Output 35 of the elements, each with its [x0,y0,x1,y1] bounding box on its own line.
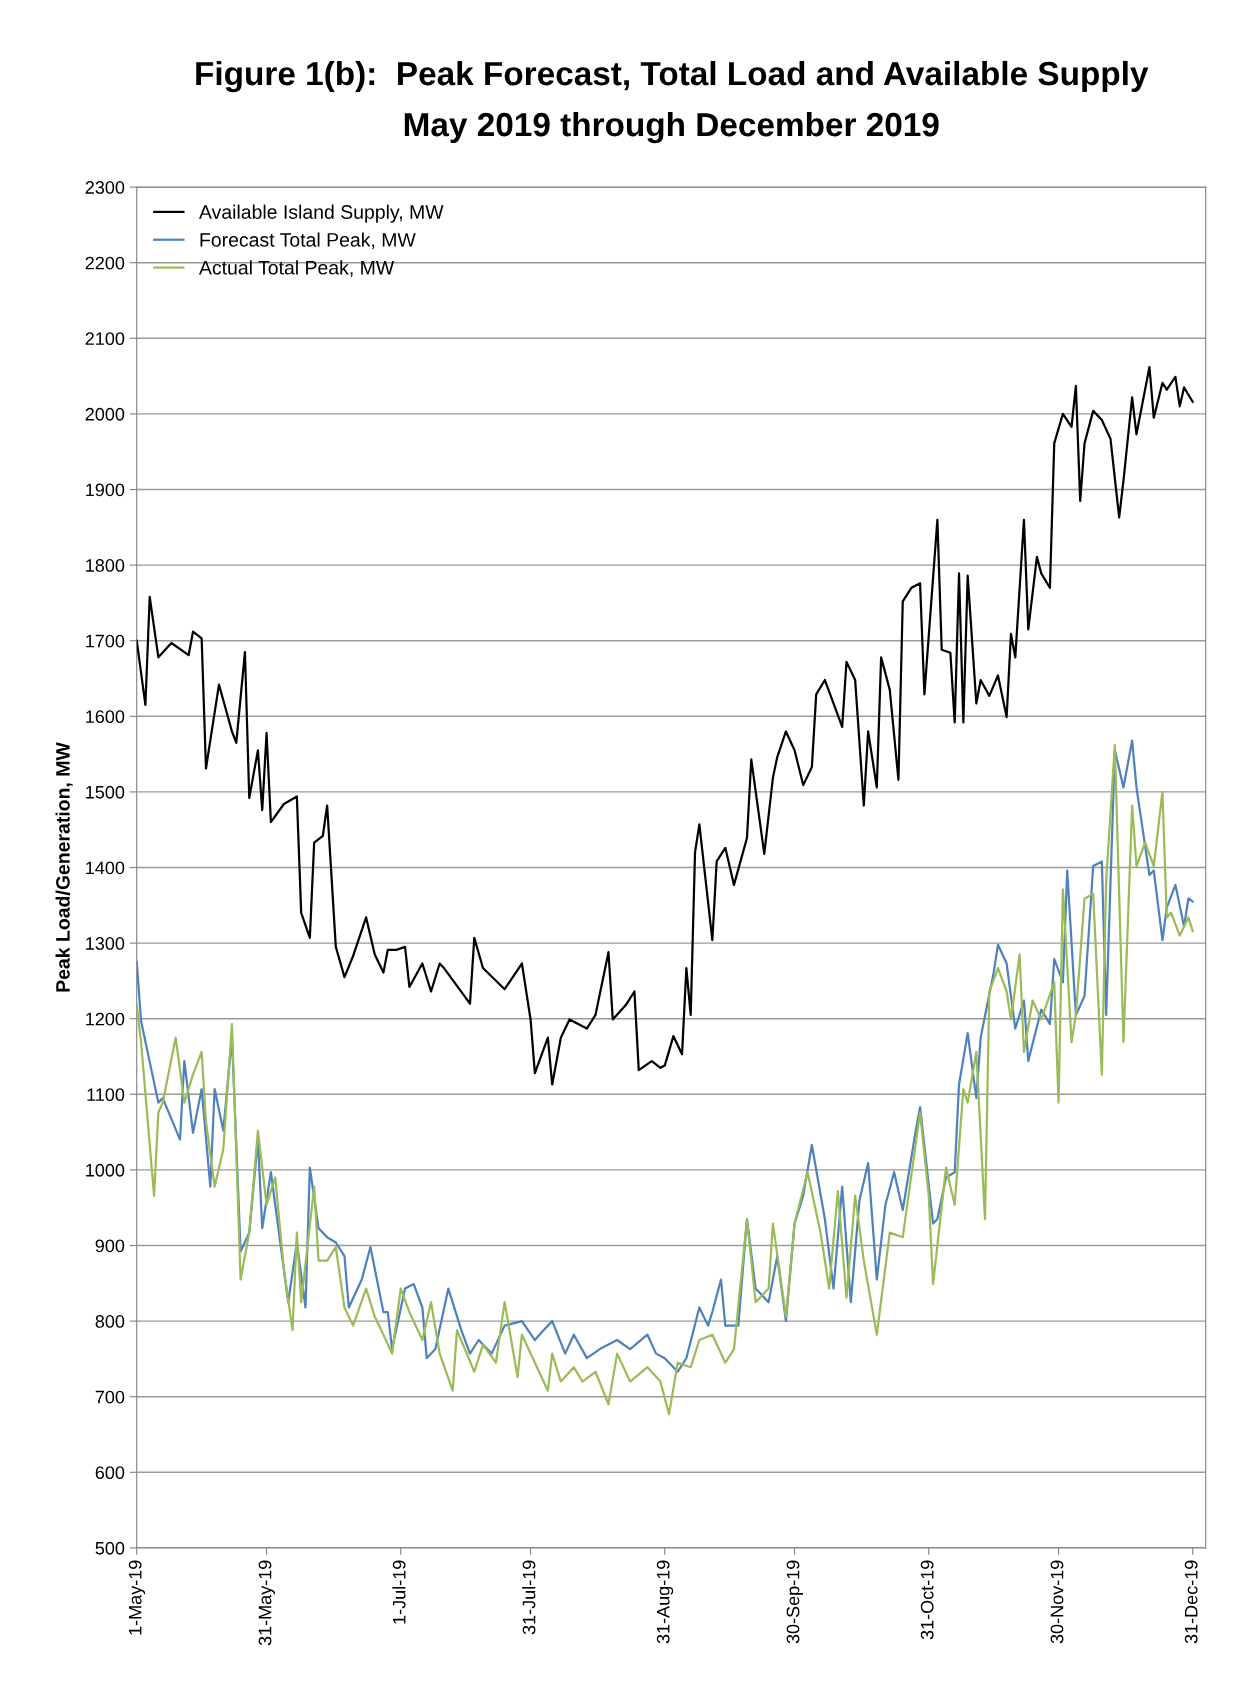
y-axis-title: Peak Load/Generation, MW [55,742,73,992]
x-tick-label: 30-Nov-19 [1050,1560,1064,1644]
legend-label: Actual Total Peak, MW [198,260,395,277]
line-series [136,365,1194,1086]
y-tick-label: 1600 [86,710,125,724]
y-tick-label: 700 [95,1390,125,1404]
x-tick-label: 1-May-19 [128,1560,146,1635]
y-tick-label: 600 [95,1466,125,1480]
legend-label: Forecast Total Peak, MW [200,232,416,250]
y-tick-label: 2300 [85,181,125,194]
y-tick-label: 800 [95,1315,125,1328]
y-tick-label: 1200 [86,1012,125,1026]
x-tick-label: 31-Jul-19 [522,1560,536,1635]
y-tick-label: 900 [95,1239,125,1253]
x-tick-label: 31-Dec-19 [1184,1560,1198,1644]
x-tick-label: 31-Aug-19 [656,1560,674,1644]
y-tick-label: 1300 [86,937,125,950]
y-tick-label: 1000 [86,1163,125,1177]
y-tick-label: 1800 [86,559,125,572]
y-tick-label: 2000 [85,407,125,421]
x-tick-label: 1-Jul-19 [392,1560,406,1624]
x-tick-label: 31-Oct-19 [920,1560,934,1640]
chart-subtitle: May 2019 through December 2019 [404,111,939,144]
y-tick-label: 2100 [85,332,125,346]
y-tick-label: 2200 [85,256,125,270]
x-tick-label: 31-May-19 [258,1560,275,1646]
x-tick-label: 30-Sep-19 [786,1560,803,1644]
y-tick-label: 1900 [86,483,125,497]
chart-title: Figure 1(b): Peak Forecast, Total Load and Available Supply [196,60,1149,93]
y-tick-label: 1500 [86,785,125,799]
legend-label: Available Island Supply, MW [198,204,444,223]
y-tick-label: 1700 [86,634,125,648]
y-tick-label: 1400 [86,861,125,875]
y-tick-label: 1100 [87,1088,125,1102]
y-tick-label: 500 [95,1541,125,1555]
